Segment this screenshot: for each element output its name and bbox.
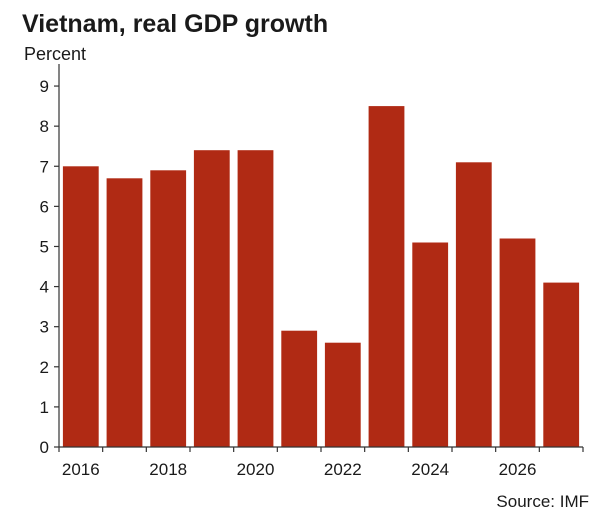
y-tick-label: 8: [40, 117, 49, 136]
y-tick-label: 1: [40, 398, 49, 417]
y-tick-label: 7: [40, 157, 49, 176]
y-axis-unit-label: Percent: [24, 44, 87, 64]
y-tick-label: 3: [40, 318, 49, 337]
bar-2026: [499, 238, 536, 447]
bar-2016: [62, 166, 99, 448]
y-tick-label: 6: [40, 197, 49, 216]
y-tick-label: 9: [40, 77, 49, 96]
chart-title: Vietnam, real GDP growth: [22, 10, 329, 38]
bar-2017: [106, 178, 143, 448]
x-axis: 2016 2018 2020 2022 2024 2026: [58, 446, 584, 479]
x-tick-label: 2020: [237, 460, 275, 479]
y-tick-label: 2: [40, 358, 49, 377]
bar-2019: [193, 150, 230, 447]
x-tick-label: 2018: [149, 460, 187, 479]
x-tick-label: 2022: [324, 460, 362, 479]
bar-2023: [368, 106, 405, 447]
y-tick-label: 4: [40, 278, 49, 297]
bars-group: [62, 106, 580, 448]
bar-2025: [455, 162, 492, 448]
x-tick-label: 2026: [499, 460, 537, 479]
bar-2022: [324, 342, 361, 447]
source-note: Source: IMF: [496, 492, 589, 511]
x-tick-label: 2024: [411, 460, 449, 479]
y-tick-label: 0: [40, 438, 49, 457]
y-axis: 0 1 2 3 4 5 6 7 8 9: [40, 64, 60, 457]
y-tick-label: 5: [40, 237, 49, 256]
bar-2024: [412, 242, 449, 447]
bar-2020: [237, 150, 274, 447]
x-tick-label: 2016: [62, 460, 100, 479]
bar-2027: [543, 282, 580, 447]
bar-2018: [150, 170, 187, 448]
bar-2021: [281, 330, 318, 447]
